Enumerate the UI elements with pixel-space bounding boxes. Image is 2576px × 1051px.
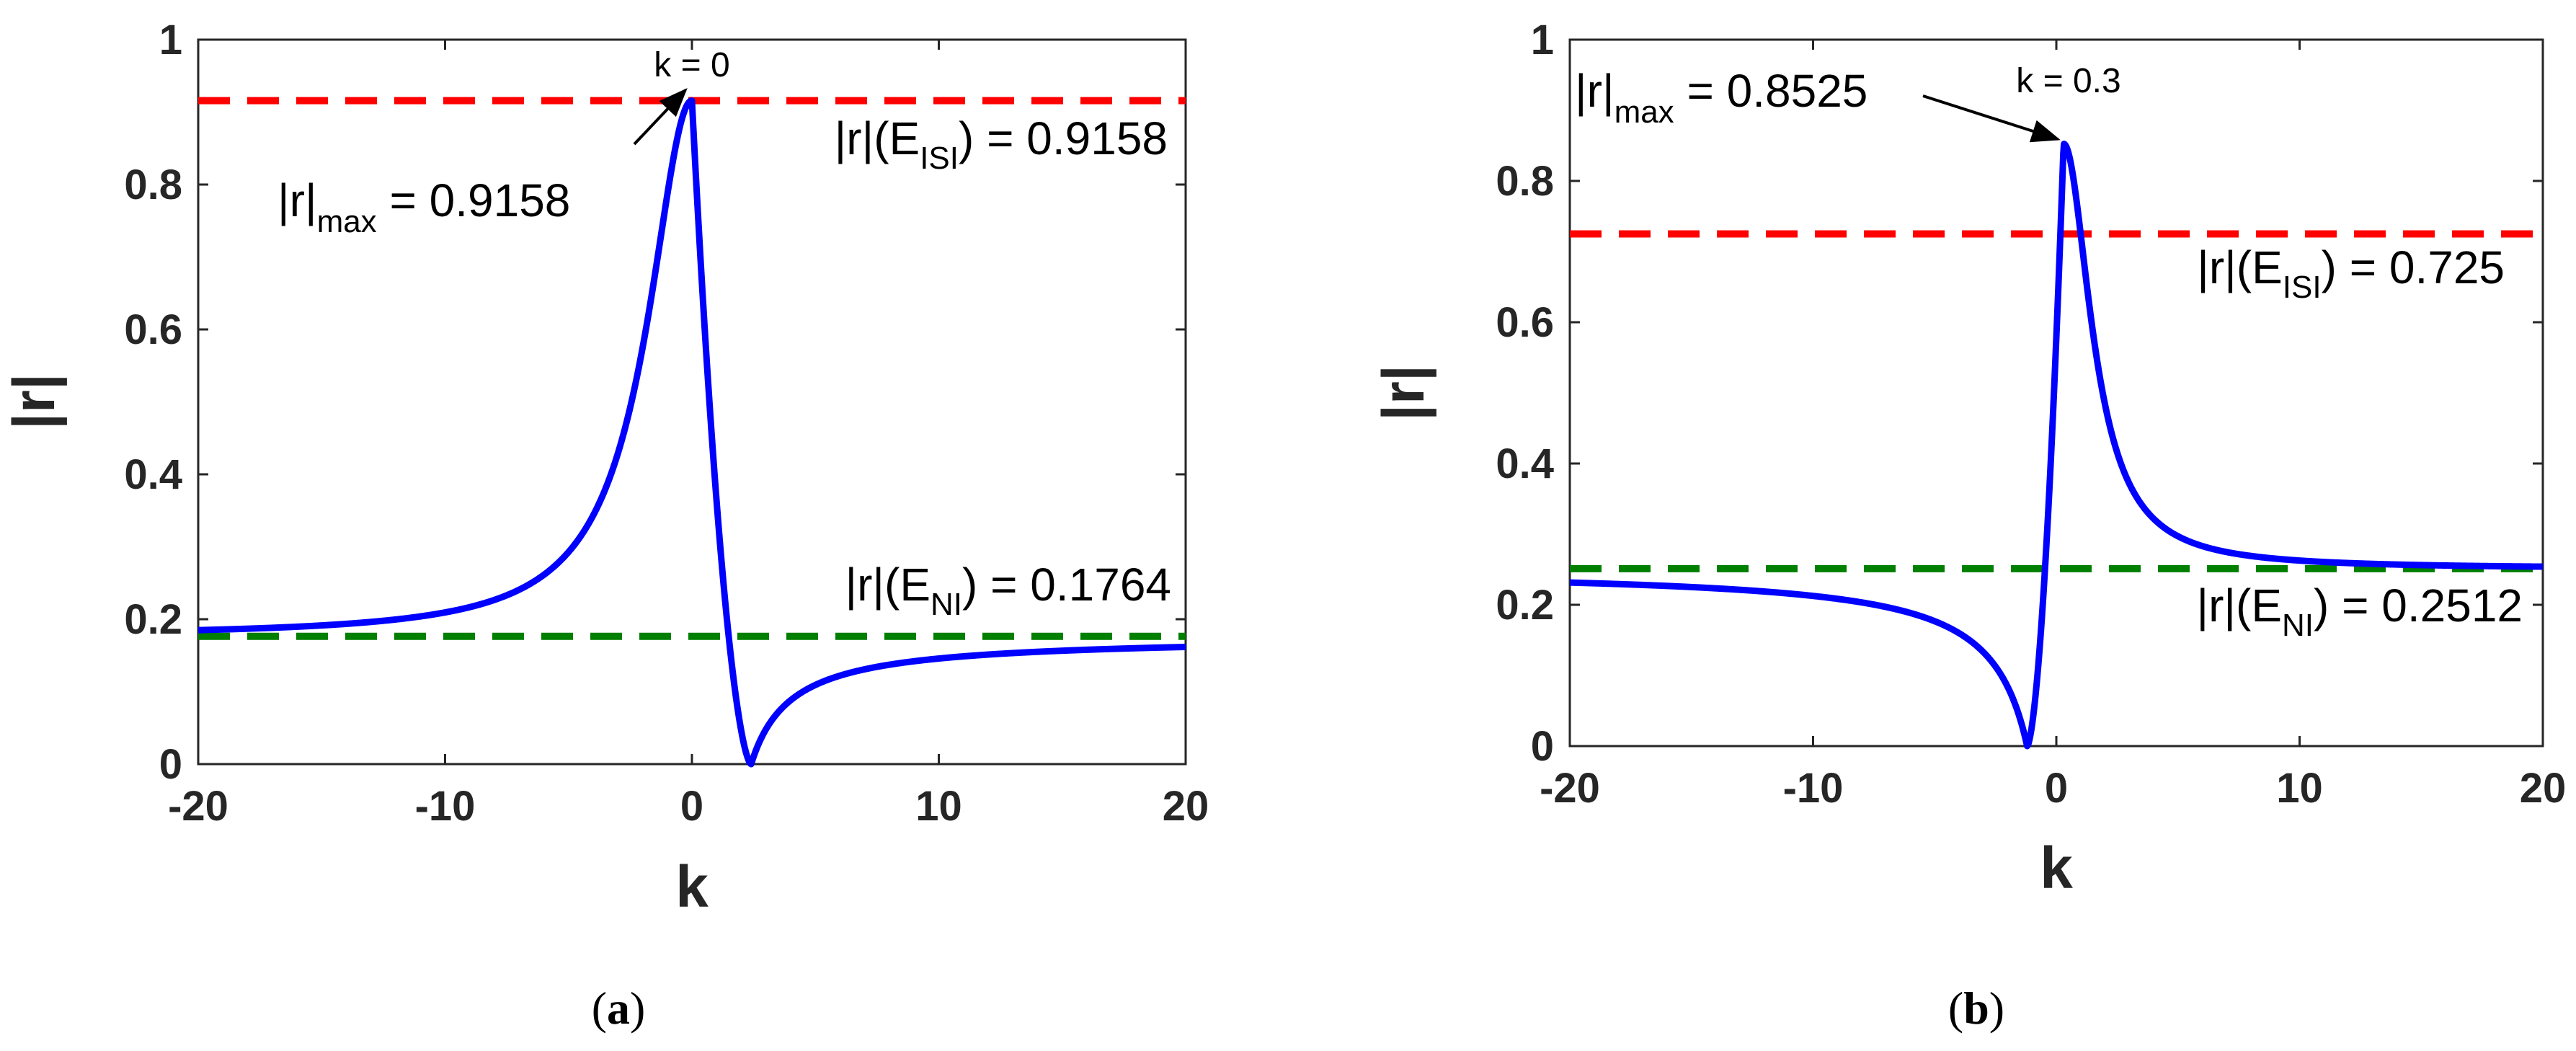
x-tick-label-a-3: 10 <box>915 783 962 830</box>
caption-a: (a) <box>592 983 646 1034</box>
caption-b: (b) <box>1948 983 2004 1034</box>
caption-letter-a: a <box>607 983 630 1034</box>
isi-sub-b: ISI <box>2283 270 2322 305</box>
y-tick-label-b-3: 0.6 <box>1496 299 1554 346</box>
ni-value-b: ) = 0.2512 <box>2314 580 2523 631</box>
peak-label-b: k = 0.3 <box>2016 62 2120 100</box>
max-annotation-a: |r|max = 0.9158 <box>277 174 570 239</box>
isi-main-b: |r|(E <box>2197 241 2283 293</box>
max-value-a: = 0.9158 <box>377 174 571 226</box>
y-tick-label-b-5: 1 <box>1531 17 1554 63</box>
ni-main-a: |r|(E <box>845 559 931 611</box>
caption-open-b: ( <box>1948 983 1963 1034</box>
panel-a: -20 -10 0 10 20 0 0.2 0.4 0.6 0.8 1 k |r| k = 0 |… <box>1 17 1209 1034</box>
x-axis-label-a: k <box>675 854 709 920</box>
isi-value-a: ) = 0.9158 <box>959 112 1168 164</box>
max-main-a: |r| <box>277 174 317 226</box>
peak-arrow-b <box>1922 94 2061 143</box>
curve-b <box>1567 141 2546 750</box>
y-tick-label-b-4: 0.8 <box>1496 158 1554 205</box>
peak-arrow-a <box>633 88 688 146</box>
ni-annotation-a: |r|(ENI) = 0.1764 <box>845 559 1171 622</box>
caption-letter-b: b <box>1963 983 1989 1034</box>
isi-sub-a: ISI <box>920 141 959 176</box>
y-tick-label-a-0: 0 <box>159 741 182 788</box>
x-tick-label-b-2: 0 <box>2045 765 2068 812</box>
y-tick-label-a-4: 0.8 <box>124 161 182 208</box>
y-tick-label-a-1: 0.2 <box>124 596 182 643</box>
x-tick-label-b-4: 20 <box>2520 765 2567 812</box>
x-axis-label-b: k <box>2040 835 2073 901</box>
y-tick-label-b-2: 0.4 <box>1496 440 1554 487</box>
x-tick-label-b-3: 10 <box>2276 765 2323 812</box>
curve-a <box>195 97 1189 768</box>
x-tick-label-a-4: 20 <box>1163 783 1209 830</box>
y-tick-label-b-1: 0.2 <box>1496 582 1554 629</box>
isi-annotation-a: |r|(EISI) = 0.9158 <box>835 112 1168 176</box>
reference-lines-b <box>1570 230 2543 572</box>
max-sub-b: max <box>1615 94 1674 130</box>
x-tick-label-a-1: -10 <box>415 783 476 830</box>
caption-open-a: ( <box>592 983 607 1034</box>
caption-close-b: ) <box>1989 983 2004 1034</box>
max-value-b: = 0.8525 <box>1674 65 1868 117</box>
ni-sub-b: NI <box>2282 608 2314 643</box>
isi-annotation-b: |r|(EISI) = 0.725 <box>2197 241 2505 305</box>
ni-value-a: ) = 0.1764 <box>962 559 1171 611</box>
isi-main-a: |r|(E <box>835 112 920 164</box>
peak-label-a: k = 0 <box>654 46 729 84</box>
y-tick-label-a-2: 0.4 <box>124 451 182 498</box>
ni-main-b: |r|(E <box>2196 580 2282 631</box>
x-tick-label-a-0: -20 <box>168 783 228 830</box>
y-ticks-b: 0 0.2 0.4 0.6 0.8 1 <box>1496 17 2543 770</box>
y-tick-label-b-0: 0 <box>1531 723 1554 770</box>
ni-annotation-b: |r|(ENI) = 0.2512 <box>2196 580 2523 643</box>
max-main-b: |r| <box>1575 65 1615 117</box>
y-ticks-a: 0 0.2 0.4 0.6 0.8 1 <box>124 17 1186 788</box>
max-annotation-b: |r|max = 0.8525 <box>1575 65 1867 130</box>
x-tick-label-a-2: 0 <box>680 783 703 830</box>
x-tick-label-b-0: -20 <box>1540 765 1600 812</box>
y-axis-label-b: |r| <box>1371 365 1437 421</box>
max-sub-a: max <box>317 204 377 239</box>
x-ticks-b: -20 -10 0 10 20 <box>1540 40 2566 812</box>
ni-sub-a: NI <box>931 587 962 622</box>
x-tick-label-b-1: -10 <box>1783 765 1844 812</box>
isi-value-b: ) = 0.725 <box>2322 241 2505 293</box>
y-tick-label-a-5: 1 <box>159 17 182 63</box>
caption-close-a: ) <box>630 983 645 1034</box>
y-tick-label-a-3: 0.6 <box>124 306 182 353</box>
x-ticks-a: -20 -10 0 10 20 <box>168 40 1209 830</box>
y-axis-label-a: |r| <box>1 373 68 430</box>
panel-b: -20 -10 0 10 20 0 0.2 0.4 0.6 0.8 1 k |r| k = 0.3… <box>1371 17 2566 1034</box>
